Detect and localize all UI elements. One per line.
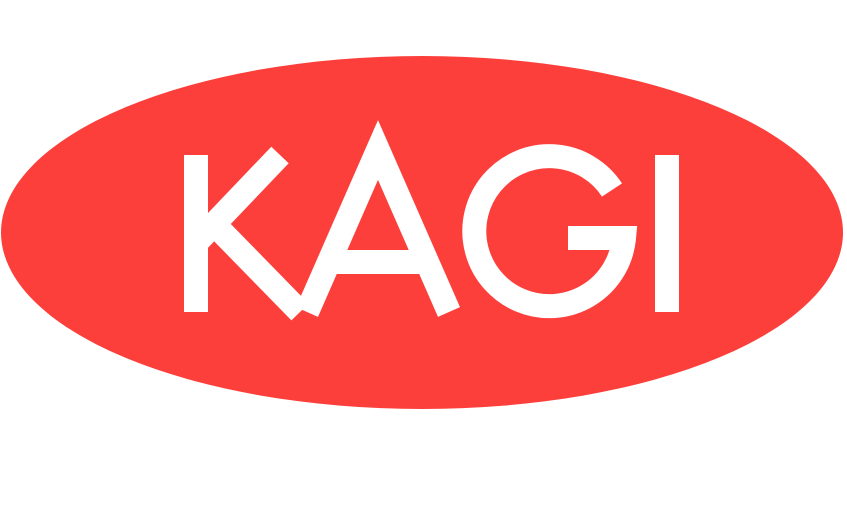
logo-letter-a: [296, 120, 460, 317]
logo-letter-k: [184, 146, 309, 321]
logo-letter-g: [462, 144, 638, 319]
